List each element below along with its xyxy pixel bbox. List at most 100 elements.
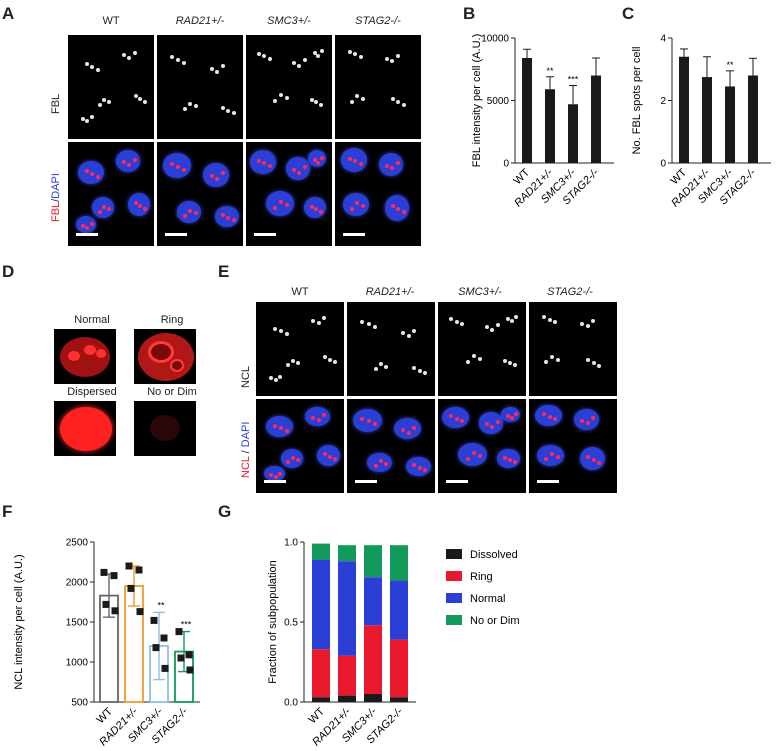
stacked-segment [390, 580, 408, 640]
bar [679, 56, 689, 163]
panel-letter-g: G [218, 502, 232, 521]
e-row-label-blue: DAPI [240, 421, 252, 448]
y-axis-title: Fraction of subpopulation [267, 560, 279, 684]
scale-bar [355, 480, 377, 483]
y-tick-label: 2500 [66, 538, 89, 549]
e-col-label-rad21: RAD21+/- [365, 286, 415, 298]
y-tick-label: 500 [71, 698, 88, 709]
panel-letter-a: A [2, 4, 15, 23]
y-tick-label: 0.5 [284, 618, 298, 629]
e-image-r1-c3 [438, 302, 526, 396]
data-point [102, 600, 110, 608]
stacked-segment [364, 577, 382, 626]
stacked-segment [312, 697, 330, 702]
a-image-r2-c2 [157, 142, 243, 246]
y-tick-label: 2 [660, 96, 666, 107]
a-image-r2-c3 [246, 142, 332, 246]
e-row-label-sep: / [240, 447, 252, 457]
data-point [161, 664, 169, 672]
a-col-label-rad21: RAD21+/- [175, 15, 225, 27]
stacked-segment [338, 695, 356, 702]
a-image-r2-c4 [335, 142, 421, 246]
x-tick-label: WT [95, 705, 116, 726]
a-row-label-red: FBL [50, 201, 62, 222]
bar [591, 75, 601, 163]
legend-label: No or Dim [470, 615, 520, 627]
legend-label: Dissolved [470, 549, 518, 561]
stacked-segment [364, 625, 382, 694]
scale-bar [76, 233, 98, 236]
e-col-label-wt: WT [291, 286, 309, 298]
bar [522, 58, 532, 163]
legend-label: Ring [470, 571, 493, 583]
a-image-r2-c1 [68, 142, 154, 246]
data-point [127, 584, 135, 592]
legend-label: Normal [470, 593, 505, 605]
bar [702, 77, 712, 163]
e-image-r1-c2 [347, 302, 435, 396]
panel-letter-d: D [2, 262, 15, 281]
significance-label: ** [157, 600, 165, 610]
a-col-label-smc3: SMC3+/- [267, 15, 311, 27]
data-point [111, 607, 119, 615]
scale-bar [254, 233, 276, 236]
y-tick-label: 1.0 [284, 538, 298, 549]
a-row-label-sep: / [50, 198, 62, 202]
stacked-segment [390, 639, 408, 698]
y-tick-label: 0.0 [284, 698, 298, 709]
bar [545, 89, 555, 163]
panel-letter-c: C [622, 4, 635, 23]
d-image-dispersed [54, 401, 116, 456]
stacked-segment [364, 545, 382, 578]
d-image-normal [54, 329, 116, 384]
bar [748, 75, 758, 163]
legend-swatch [446, 549, 462, 559]
e-image-r1-c1 [256, 302, 344, 396]
significance-label: *** [568, 75, 579, 85]
e-image-r2-c3 [438, 399, 526, 493]
stacked-segment [312, 649, 330, 698]
data-point [152, 644, 160, 652]
d-label-no-or-dim: No or Dim [147, 386, 197, 398]
legend-swatch [446, 571, 462, 581]
stacked-segment [338, 561, 356, 656]
data-point [185, 651, 193, 659]
e-image-r2-c4 [529, 399, 617, 493]
data-point [136, 608, 144, 616]
significance-label: ** [546, 66, 554, 76]
panel-letter-e: E [218, 262, 230, 281]
legend-swatch [446, 615, 462, 625]
stacked-segment [390, 545, 408, 581]
y-axis-title: NCL intensity per cell (A.U.) [13, 554, 25, 689]
stacked-segment [338, 545, 356, 562]
stacked-segment [312, 559, 330, 650]
a-image-r1-c2 [157, 35, 243, 139]
data-point [160, 634, 168, 642]
y-tick-label: 0 [503, 159, 509, 170]
e-row-label-ncl: NCL [240, 365, 252, 388]
d-label-ring: Ring [160, 314, 184, 326]
y-tick-label: 4 [660, 34, 666, 45]
data-point [135, 566, 143, 574]
stacked-segment [364, 694, 382, 702]
scale-bar [446, 480, 468, 483]
e-image-r2-c2 [347, 399, 435, 493]
d-image-ring [134, 329, 196, 384]
y-axis-title: FBL intensity per cell (A.U.) [471, 34, 483, 167]
scale-bar [537, 480, 559, 483]
a-row-label-merge: FBL/DAPI [50, 173, 62, 222]
x-tick-label: WT [307, 705, 328, 726]
y-tick-label: 5000 [487, 96, 510, 107]
a-col-label-stag2: STAG2-/- [355, 15, 401, 27]
stacked-segment [390, 697, 408, 702]
stacked-segment [338, 655, 356, 696]
y-tick-label: 2000 [66, 578, 89, 589]
e-col-label-smc3: SMC3+/- [458, 286, 502, 298]
e-row-label-red: NCL [240, 456, 252, 478]
scale-bar [264, 480, 286, 483]
data-point [177, 654, 185, 662]
legend-swatch [446, 593, 462, 603]
e-row-label-merge: NCL / DAPI [240, 422, 252, 478]
